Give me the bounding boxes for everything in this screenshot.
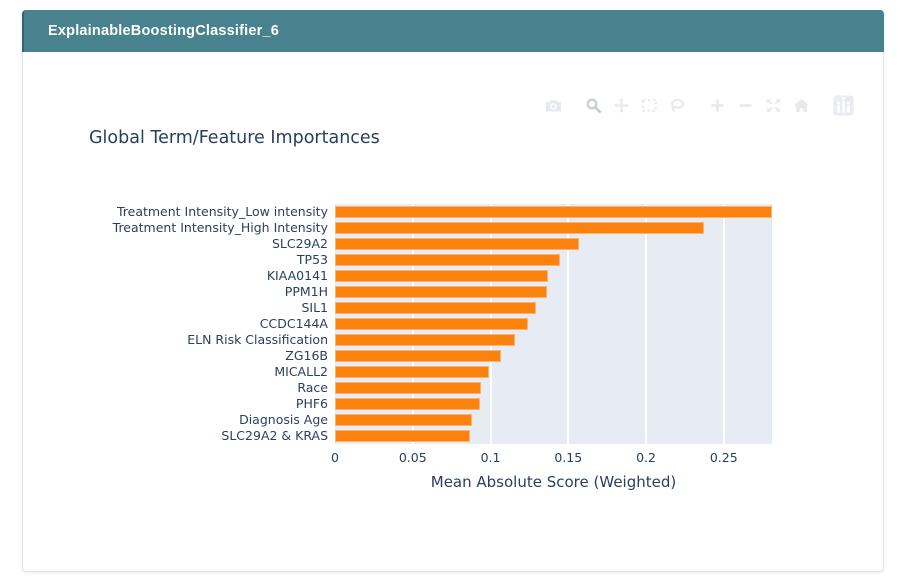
x-tick-label: 0.15 [554,450,583,465]
chart-row: ELN Risk Classification [89,332,772,348]
bar-track [335,268,772,284]
importance-bar[interactable] [335,318,528,330]
camera-icon[interactable] [544,96,562,114]
bar-track [335,316,772,332]
y-axis-label: KIAA0141 [266,268,328,283]
bar-track [335,300,772,316]
y-axis-label: Race [297,380,328,395]
chart-row: SIL1 [89,300,772,316]
chart-row: PPM1H [89,284,772,300]
plotly-modebar [534,94,855,116]
importance-bar[interactable] [335,414,472,426]
plotly-logo-icon[interactable] [832,94,855,117]
importance-bar[interactable] [335,398,481,410]
gridline [722,204,725,444]
y-axis-label: ELN Risk Classification [187,332,328,347]
importance-bar[interactable] [335,270,549,282]
y-axis-label: SLC29A2 [271,236,328,251]
importance-bar[interactable] [335,430,470,442]
bar-track [335,220,772,236]
chart-row: TP53 [89,252,772,268]
chart-row: PHF6 [89,396,772,412]
chart-row: ZG16B [89,348,772,364]
bar-track [335,380,772,396]
y-axis-label: Treatment Intensity_High Intensity [112,220,328,235]
y-axis-label: SLC29A2 & KRAS [221,428,328,443]
x-tick-label: 0 [331,450,339,465]
y-axis-label: TP53 [296,252,328,267]
x-tick-label: 0.05 [398,450,427,465]
y-axis-label: CCDC144A [259,316,328,331]
box-select-icon[interactable] [640,96,658,114]
bar-track [335,364,772,380]
y-axis-label: MICALL2 [274,364,328,379]
feature-importance-chart: Treatment Intensity_Low intensity Treatme… [89,204,789,504]
y-axis-label: Diagnosis Age [239,412,328,427]
x-axis: 0 0.05 0.1 0.15 0.2 0.25 [89,450,789,466]
x-axis-title: Mean Absolute Score (Weighted) [430,473,677,491]
zoom-in-icon[interactable] [708,96,726,114]
chart-title: Global Term/Feature Importances [89,128,380,148]
card-header: ExplainableBoostingClassifier_6 [22,10,884,52]
chart-row: SLC29A2 & KRAS [89,428,772,444]
y-axis-label: ZG16B [285,348,328,363]
chart-row: Treatment Intensity_Low intensity [89,204,772,220]
importance-bar[interactable] [335,222,704,234]
chart-row: Diagnosis Age [89,412,772,428]
importance-bar[interactable] [335,334,516,346]
bar-track [335,236,772,252]
importance-bar[interactable] [335,286,547,298]
gridline [567,204,570,444]
classifier-card: ExplainableBoostingClassifier_6 [22,10,884,572]
bar-track [335,332,772,348]
bar-track [335,204,772,220]
bar-track [335,252,772,268]
x-tick-label: 0.2 [636,450,656,465]
pan-icon[interactable] [612,96,630,114]
importance-bar[interactable] [335,238,580,250]
importance-bar[interactable] [335,302,536,314]
chart-row: KIAA0141 [89,268,772,284]
zoom-out-icon[interactable] [736,96,754,114]
x-tick-label: 0.1 [480,450,501,465]
y-axis-label: Treatment Intensity_Low intensity [116,204,328,219]
autoscale-icon[interactable] [764,96,782,114]
card-title: ExplainableBoostingClassifier_6 [48,23,280,39]
lasso-select-icon[interactable] [668,96,686,114]
y-axis-label: SIL1 [301,300,328,315]
bar-track [335,396,772,412]
importance-bar[interactable] [335,254,561,266]
importance-bar[interactable] [335,206,772,218]
importance-bar[interactable] [335,382,482,394]
chart-row: CCDC144A [89,316,772,332]
chart-row: MICALL2 [89,364,772,380]
chart-rows: Treatment Intensity_Low intensity Treatme… [89,204,772,444]
y-axis-label: PPM1H [284,284,328,299]
x-tick-label: 0.25 [709,450,738,465]
importance-bar[interactable] [335,350,502,362]
bar-track [335,428,772,444]
chart-row: Treatment Intensity_High Intensity [89,220,772,236]
bar-track [335,348,772,364]
bar-track [335,284,772,300]
y-axis-label: PHF6 [295,396,328,411]
chart-row: Race [89,380,772,396]
importance-bar[interactable] [335,366,489,378]
zoom-icon[interactable] [584,96,602,114]
gridline [645,204,648,444]
bar-track [335,412,772,428]
chart-row: SLC29A2 [89,236,772,252]
reset-axes-home-icon[interactable] [792,96,810,114]
